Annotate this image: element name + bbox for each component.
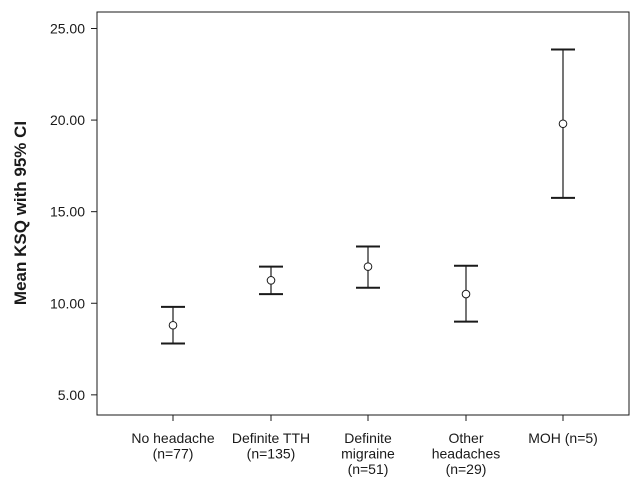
x-category-label: No headache (n=77)	[131, 430, 215, 462]
error-bar-group	[551, 48, 575, 199]
x-category-label: Definite TTH (n=135)	[232, 430, 310, 462]
y-tick-label: 25.00	[50, 20, 85, 36]
y-axis: 5.00 10.00 15.00 20.00 25.00	[50, 20, 97, 403]
mean-point	[363, 262, 373, 271]
y-tick-label: 15.00	[50, 204, 85, 220]
mean-point	[168, 320, 178, 330]
plot-frame	[96, 11, 630, 416]
mean-point	[266, 276, 276, 285]
error-bar-group	[454, 264, 478, 323]
error-bar-group	[259, 265, 283, 296]
error-bar-group	[161, 305, 185, 345]
x-axis: No headache (n=77)Definite TTH (n=135)Defi…	[131, 415, 598, 477]
x-category-label: Other headaches (n=29)	[432, 430, 501, 477]
mean-point	[558, 119, 568, 129]
mean-point	[461, 289, 471, 299]
x-category-label: MOH (n=5)	[528, 430, 598, 446]
x-category-label-line: Definite	[344, 430, 392, 446]
y-tick-label: 20.00	[50, 112, 85, 128]
x-category-label-line: (n=135)	[247, 446, 296, 462]
x-category-label-line: MOH (n=5)	[528, 430, 598, 446]
x-category-label-line: Definite TTH	[232, 430, 310, 446]
x-category-label-line: (n=29)	[446, 461, 487, 477]
x-category-label: Definite migraine (n=51)	[341, 430, 395, 477]
x-category-label-line: Other	[448, 430, 483, 446]
x-category-label-line: headaches	[432, 446, 501, 462]
y-tick-label: 10.00	[50, 295, 85, 311]
error-bars	[161, 48, 575, 345]
error-bar-group	[356, 245, 380, 289]
x-category-label-line: migraine	[341, 446, 395, 462]
x-category-label-line: No headache	[131, 430, 215, 446]
x-category-label-line: (n=77)	[153, 446, 194, 462]
y-axis-title: Mean KSQ with 95% CI	[11, 121, 30, 305]
y-tick-label: 5.00	[58, 387, 85, 403]
x-category-label-line: (n=51)	[348, 461, 389, 477]
